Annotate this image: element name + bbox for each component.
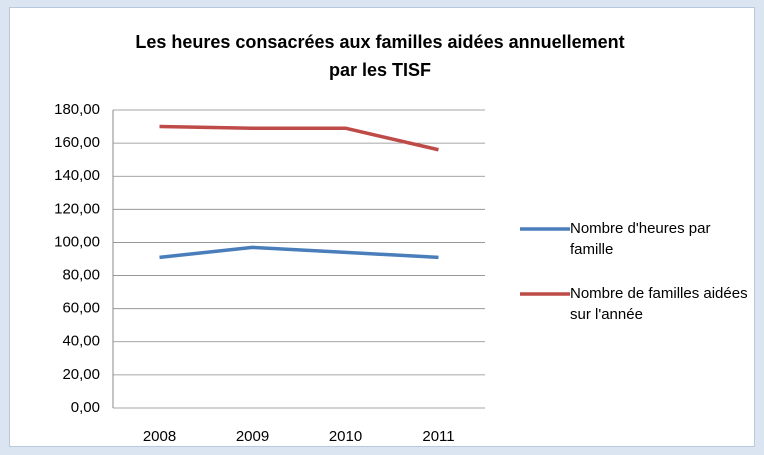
y-tick-label: 100,00 — [54, 233, 100, 250]
x-tick-label: 2010 — [329, 428, 362, 445]
y-tick-label: 60,00 — [62, 300, 100, 317]
y-tick-label: 180,00 — [54, 101, 100, 118]
chart-title: Les heures consacrées aux familles aidée… — [135, 32, 625, 80]
y-tick-label: 0,00 — [71, 399, 100, 416]
y-tick-label: 80,00 — [62, 267, 100, 284]
legend-label: Nombre d'heures par famille — [570, 220, 711, 258]
x-tick-label: 2009 — [236, 428, 269, 445]
legend-label: Nombre de familles aidées sur l'année — [570, 285, 748, 323]
x-tick-label: 2008 — [143, 428, 176, 445]
y-tick-label: 140,00 — [54, 167, 100, 184]
y-tick-label: 120,00 — [54, 200, 100, 217]
y-tick-label: 40,00 — [62, 333, 100, 350]
series-line — [159, 245, 439, 260]
series-line — [159, 124, 439, 152]
y-tick-label: 20,00 — [62, 366, 100, 383]
chart-frame — [9, 7, 755, 447]
x-tick-label: 2011 — [422, 428, 454, 445]
y-tick-label: 160,00 — [54, 134, 100, 151]
